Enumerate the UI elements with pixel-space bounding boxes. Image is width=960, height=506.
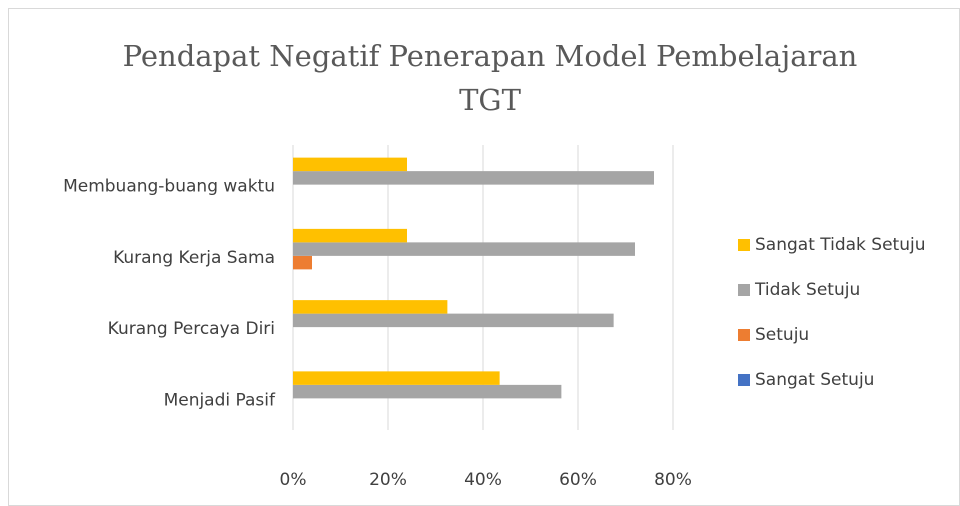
- legend-swatch: [738, 284, 750, 296]
- legend-label: Setuju: [755, 325, 809, 345]
- chart-title: Pendapat Negatif Penerapan Model Pembela…: [122, 39, 858, 117]
- y-tick-label: Kurang Kerja Sama: [113, 248, 275, 268]
- bar: [293, 171, 654, 185]
- bar: [293, 228, 407, 243]
- bar: [293, 255, 312, 270]
- y-tick-label: Menjadi Pasif: [164, 390, 276, 410]
- legend-label: Sangat Setuju: [755, 370, 874, 390]
- x-tick-label: 0%: [280, 470, 307, 490]
- bar: [293, 384, 562, 399]
- x-tick-label: 80%: [654, 470, 692, 490]
- legend-label: Sangat Tidak Setuju: [755, 235, 926, 255]
- legend-swatch: [738, 239, 750, 251]
- x-tick-label: 60%: [559, 470, 597, 490]
- bar: [293, 300, 448, 314]
- bar: [293, 242, 635, 256]
- legend-swatch: [738, 374, 750, 386]
- legend-label: Tidak Setuju: [754, 280, 860, 300]
- bar: [293, 371, 500, 385]
- y-tick-label: Membuang-buang waktu: [63, 177, 275, 197]
- y-tick-label: Kurang Percaya Diri: [108, 319, 275, 339]
- bar: [293, 313, 614, 328]
- x-tick-label: 40%: [464, 470, 502, 490]
- legend-swatch: [738, 329, 750, 341]
- x-tick-label: 20%: [369, 470, 407, 490]
- bar: [293, 157, 407, 172]
